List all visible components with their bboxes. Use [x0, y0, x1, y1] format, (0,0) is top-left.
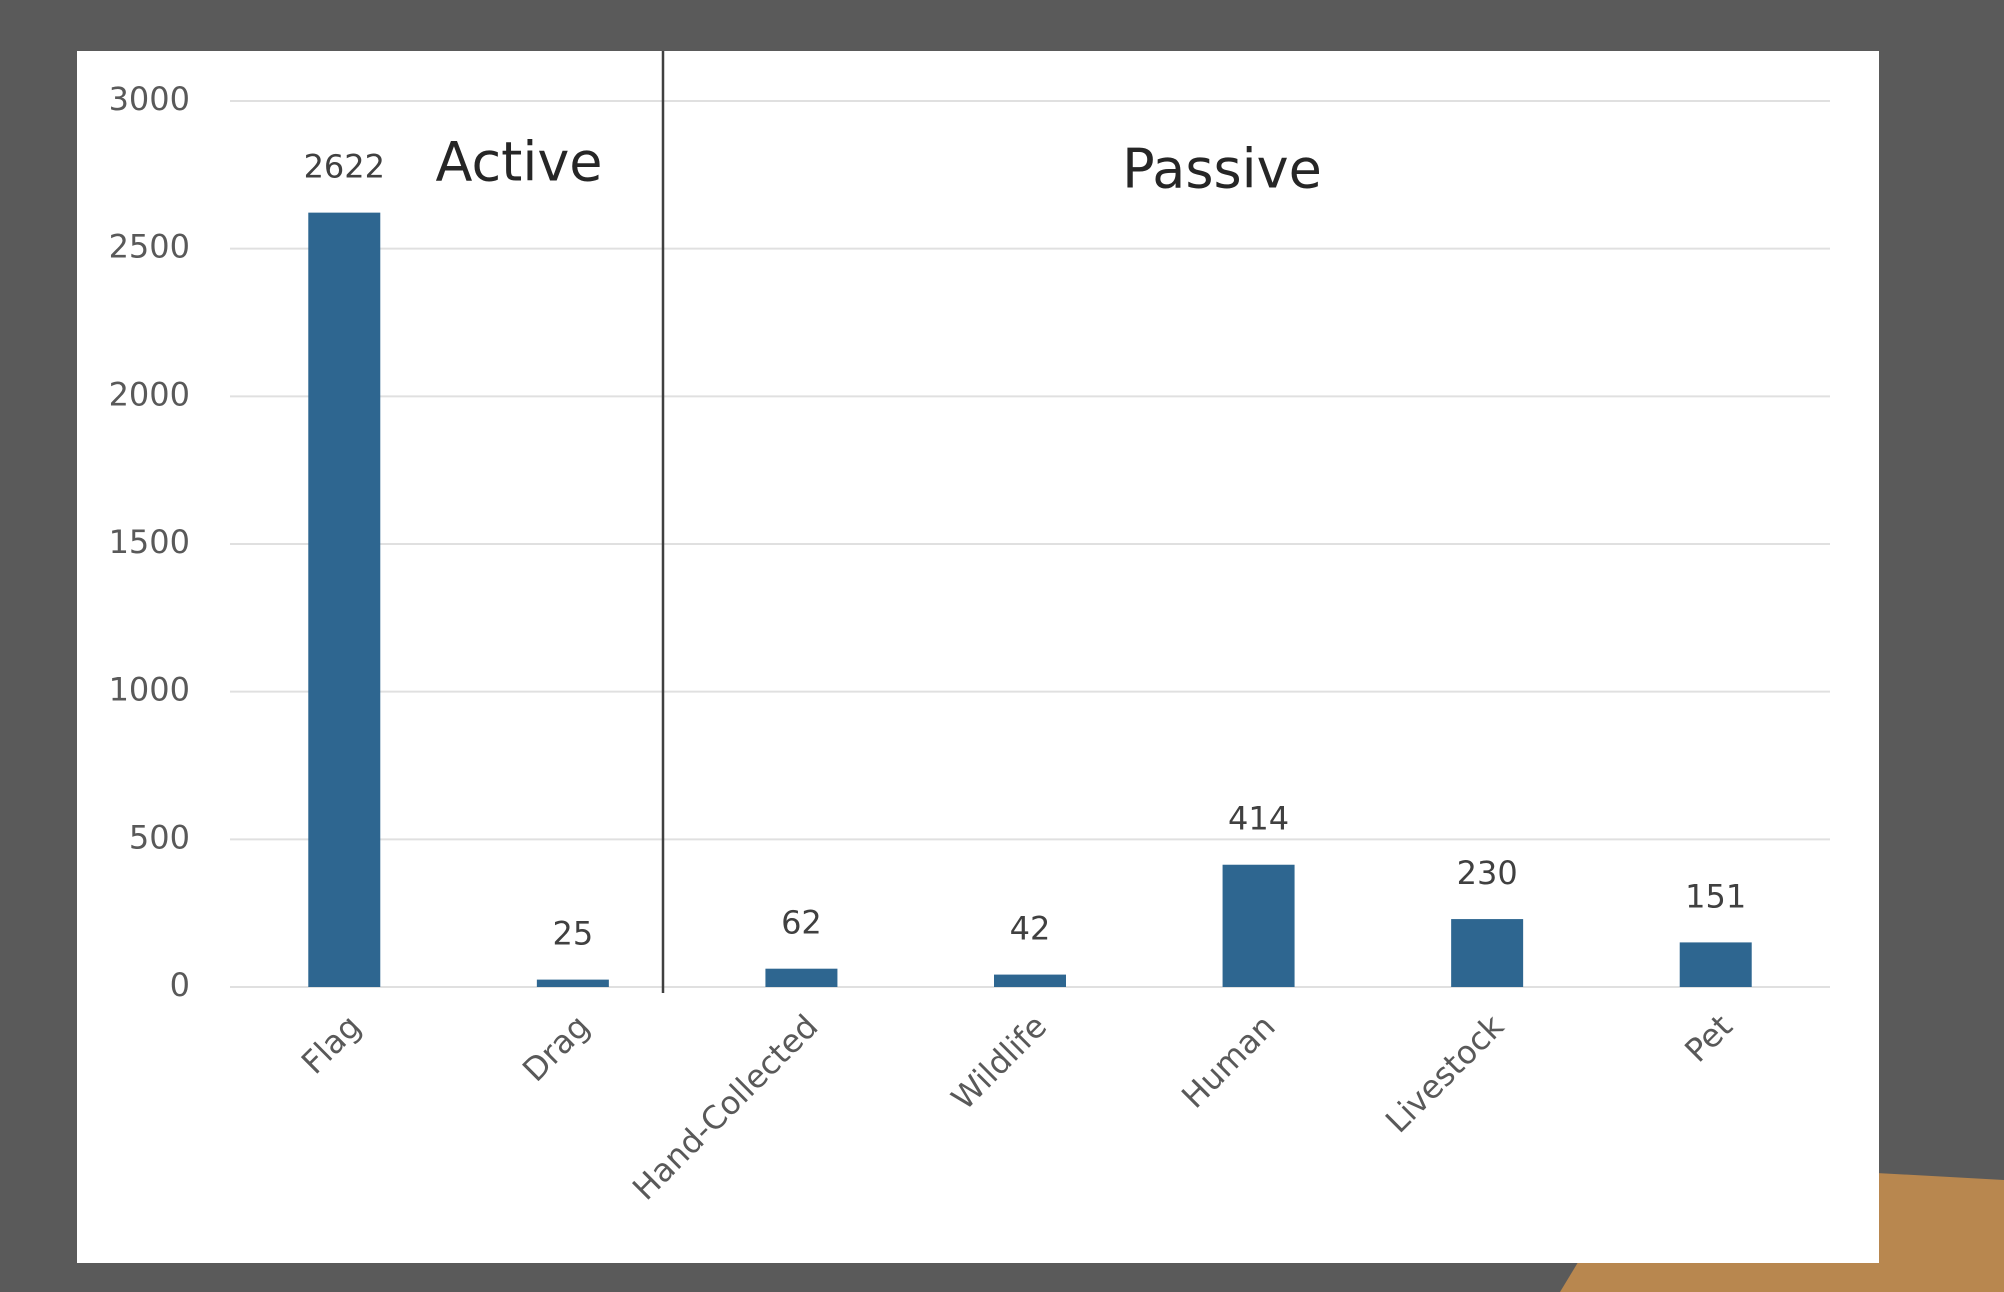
data-label: 230 — [1457, 854, 1518, 892]
data-label: 414 — [1228, 800, 1289, 838]
bar — [1451, 919, 1524, 987]
data-label: 25 — [552, 915, 593, 953]
bar — [1222, 864, 1295, 987]
y-tick-label: 0 — [170, 966, 190, 1004]
bar — [308, 212, 381, 988]
bar — [765, 968, 838, 987]
data-label: 62 — [781, 904, 822, 942]
data-label: 42 — [1010, 910, 1051, 948]
y-tick-label: 500 — [129, 818, 190, 856]
y-tick-label: 2000 — [109, 375, 190, 413]
annotation: Active — [435, 131, 602, 194]
bar — [1679, 942, 1752, 987]
grid — [230, 100, 1830, 988]
y-tick-label: 2500 — [109, 228, 190, 266]
y-tick-label: 1000 — [109, 671, 190, 709]
y-tick-label: 3000 — [109, 80, 190, 118]
data-label: 151 — [1685, 877, 1746, 915]
bar — [536, 979, 609, 987]
bar — [994, 974, 1066, 987]
annotation: Passive — [1122, 138, 1322, 201]
y-tick-label: 1500 — [109, 523, 190, 561]
data-label: 2622 — [304, 148, 385, 186]
